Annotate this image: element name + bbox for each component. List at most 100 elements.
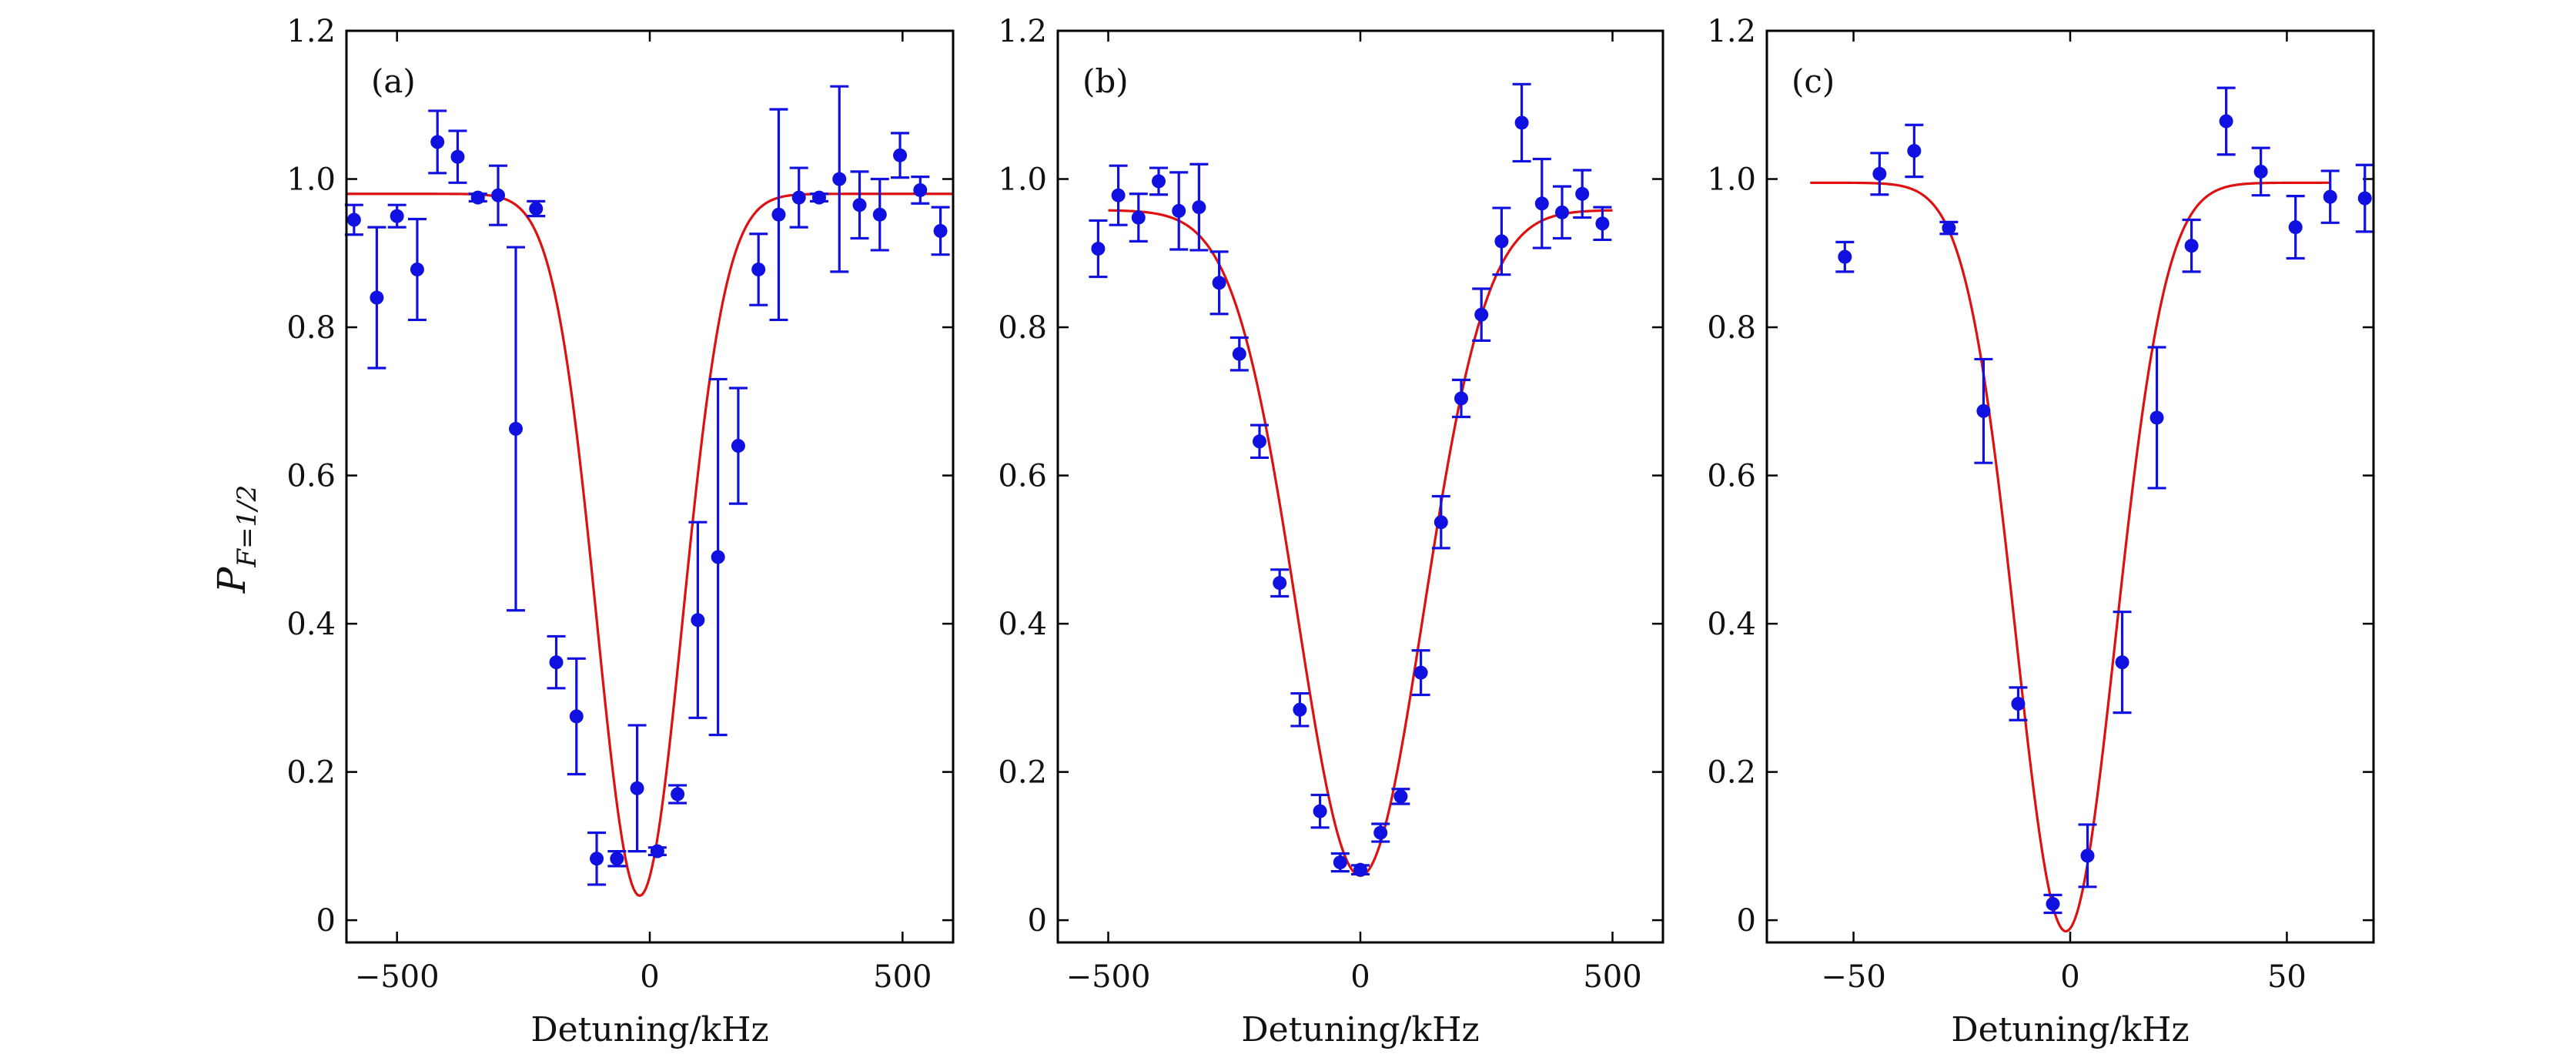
fit-curve xyxy=(1810,181,2330,933)
data-point xyxy=(1595,216,1610,231)
data-point-group xyxy=(1351,862,1370,877)
x-tick-label: −500 xyxy=(1066,959,1151,995)
data-point-group xyxy=(1492,206,1511,276)
y-tick-label: 0.6 xyxy=(998,459,1047,494)
data-point-group xyxy=(1553,185,1571,240)
y-tick-label: 0.6 xyxy=(1707,459,1756,494)
data-point-group xyxy=(2286,195,2305,260)
data-point-group xyxy=(1209,250,1229,316)
data-point-group xyxy=(344,203,363,236)
data-point-group xyxy=(1573,169,1592,219)
data-point-group xyxy=(1129,192,1148,243)
data-point-group xyxy=(789,166,808,229)
data-point xyxy=(1333,855,1347,870)
data-point-group xyxy=(1532,157,1551,249)
fit-curve xyxy=(1108,209,1613,877)
data-point-group xyxy=(2216,86,2236,156)
data-point-group xyxy=(830,85,849,273)
y-axis-label-sub: F=1/2 xyxy=(232,485,263,568)
y-tick-label: 1.2 xyxy=(1707,14,1756,49)
data-point-group xyxy=(627,724,647,853)
svg-text:PF=1/2: PF=1/2 xyxy=(209,485,263,594)
data-point xyxy=(2046,896,2060,911)
y-tick-label: 1.2 xyxy=(998,14,1047,49)
x-axis-label: Detuning/kHz xyxy=(1951,1010,2189,1049)
plot-frame xyxy=(1765,29,2375,944)
data-point xyxy=(1413,665,1428,680)
data-point xyxy=(1872,166,1887,181)
data-point-group xyxy=(1391,788,1410,805)
fit-curve xyxy=(346,192,953,898)
data-point xyxy=(491,188,505,202)
data-point-group xyxy=(428,109,447,175)
data-point-group xyxy=(407,217,427,322)
plot-frame xyxy=(345,29,955,944)
data-point-group xyxy=(2009,686,2028,721)
data-point-group xyxy=(367,226,386,370)
data-point xyxy=(569,709,584,724)
data-point-group xyxy=(728,387,748,505)
data-point xyxy=(751,262,766,276)
data-point-group xyxy=(1290,691,1310,728)
data-point xyxy=(2184,239,2199,253)
y-tick-label: 0.4 xyxy=(1707,607,1756,642)
data-point-group xyxy=(1939,220,1959,236)
data-point-group xyxy=(1870,152,1889,196)
y-tick-label: 1.2 xyxy=(286,14,336,49)
panel-label: (c) xyxy=(1791,62,1835,100)
data-point-group xyxy=(1330,852,1350,873)
data-point xyxy=(529,202,544,216)
data-point-group xyxy=(2147,346,2166,490)
data-point xyxy=(1293,702,1307,717)
data-point xyxy=(1514,115,1529,130)
data-point xyxy=(1232,346,1246,361)
data-point xyxy=(1838,249,1852,264)
data-point xyxy=(1434,515,1448,530)
data-point-group xyxy=(1089,219,1108,279)
data-point-group xyxy=(2251,146,2270,197)
data-point xyxy=(731,439,745,454)
data-point xyxy=(2357,191,2372,206)
data-point-group xyxy=(587,831,607,886)
data-point xyxy=(1942,221,1956,236)
y-tick-label: 0.2 xyxy=(1707,755,1756,791)
x-axis-label: Detuning/kHz xyxy=(1241,1010,1479,1049)
data-point xyxy=(691,613,705,628)
panel-label: (b) xyxy=(1082,62,1129,100)
data-point-group xyxy=(668,784,687,805)
data-point-group xyxy=(468,190,487,205)
panel-c: 0 0.2 0.4 0.6 0.8 1.0 1.2 −50 0 50 Detuning/kHz (c) xyxy=(1707,14,2375,1049)
data-point-group xyxy=(1109,164,1128,226)
data-point xyxy=(1313,804,1327,818)
data-point xyxy=(1373,825,1388,840)
data-point xyxy=(650,844,664,859)
data-point-group xyxy=(850,170,869,240)
y-tick-label: 0.2 xyxy=(998,755,1047,791)
data-point xyxy=(2080,848,2095,863)
data-point-group xyxy=(2113,611,2132,715)
data-point-group xyxy=(1905,123,1924,179)
y-tick-label: 0.4 xyxy=(286,607,336,642)
data-point-group xyxy=(1431,494,1450,550)
data-point-group xyxy=(2320,169,2340,224)
data-point xyxy=(470,190,485,205)
data-point xyxy=(811,190,826,205)
y-tick-label: 0 xyxy=(1028,903,1047,939)
data-point-group xyxy=(911,176,930,205)
data-point-group xyxy=(1149,166,1168,196)
data-point xyxy=(1273,576,1287,591)
data-point xyxy=(2323,189,2337,204)
data-point xyxy=(508,421,523,436)
data-point xyxy=(1976,403,1991,418)
data-point-group xyxy=(1310,793,1330,829)
data-point-group xyxy=(489,164,507,226)
data-point-group xyxy=(448,129,467,184)
data-point-group xyxy=(2355,163,2374,233)
data-point-group xyxy=(870,177,889,252)
data-point xyxy=(410,262,424,276)
x-axis-label: Detuning/kHz xyxy=(530,1010,768,1049)
x-tick-label: 500 xyxy=(1583,959,1641,995)
data-point-group xyxy=(1250,423,1269,460)
data-point xyxy=(852,198,867,213)
